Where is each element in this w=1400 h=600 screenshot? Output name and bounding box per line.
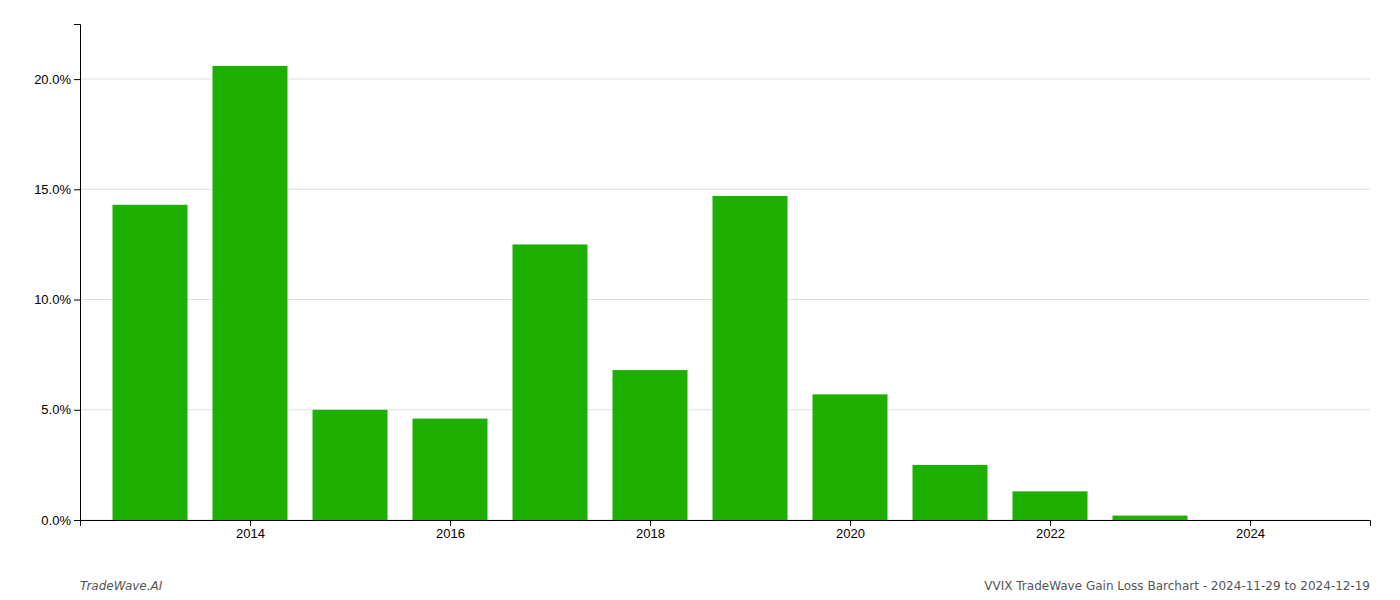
x-tick-mark [1050,520,1051,526]
y-tick-label: 20.0% [34,72,71,87]
bar [613,370,688,520]
bar [113,205,188,520]
x-tick-label: 2014 [236,526,265,541]
y-tick-label: 5.0% [41,402,71,417]
y-tick: 20.0% [34,72,80,87]
plot-area: 2014 2016 2018 2020 2022 2024 0.0% 5.0% 10.0% 15.… [34,25,1370,542]
x-tick-mark [650,520,651,526]
x-tick: 2018 [636,520,665,541]
bar [313,410,388,520]
x-tick-mark [450,520,451,526]
y-tick-mark [74,79,80,80]
bar [513,244,588,520]
x-tick-mark [850,520,851,526]
x-tick: 2020 [836,520,865,541]
y-tick-mark [74,189,80,190]
marks [113,66,1188,520]
y-tick: 15.0% [34,182,80,197]
chart-container: 2014 2016 2018 2020 2022 2024 0.0% 5.0% 10.0% 15.… [0,0,1400,600]
y-axis-line [74,25,81,521]
footer-right: VVIX TradeWave Gain Loss Barchart - 2024… [984,579,1370,593]
y-tick-mark [74,300,80,301]
y-tick-label: 10.0% [34,292,71,307]
bar [213,66,288,520]
x-tick-label: 2020 [836,526,865,541]
y-axis: 0.0% 5.0% 10.0% 15.0% 20.0% [34,25,80,528]
x-tick: 2022 [1036,520,1065,541]
y-tick: 0.0% [41,513,80,528]
bar [1113,516,1188,520]
x-tick: 2016 [436,520,465,541]
footer: TradeWave.AI VVIX TradeWave Gain Loss Bar… [80,579,1370,593]
bar [1013,491,1088,520]
bar [713,196,788,520]
footer-left: TradeWave.AI [80,579,163,593]
x-tick: 2024 [1236,520,1265,541]
x-tick-label: 2018 [636,526,665,541]
y-tick-label: 0.0% [41,513,71,528]
x-axis: 2014 2016 2018 2020 2022 2024 [81,520,1371,541]
bar [813,394,888,520]
x-tick-mark [250,520,251,526]
y-tick-label: 15.0% [34,182,71,197]
y-tick-mark [74,520,80,521]
y-tick: 5.0% [41,402,80,417]
chart-svg: 2014 2016 2018 2020 2022 2024 0.0% 5.0% 10.0% 15.… [0,0,1400,600]
x-tick-label: 2022 [1036,526,1065,541]
x-tick: 2014 [236,520,265,541]
x-tick-label: 2016 [436,526,465,541]
y-tick-mark [74,410,80,411]
bar [413,419,488,520]
x-tick-label: 2024 [1236,526,1265,541]
x-axis-line [81,521,1371,527]
x-tick-mark [1250,520,1251,526]
y-tick: 10.0% [34,292,80,307]
bar [913,465,988,520]
